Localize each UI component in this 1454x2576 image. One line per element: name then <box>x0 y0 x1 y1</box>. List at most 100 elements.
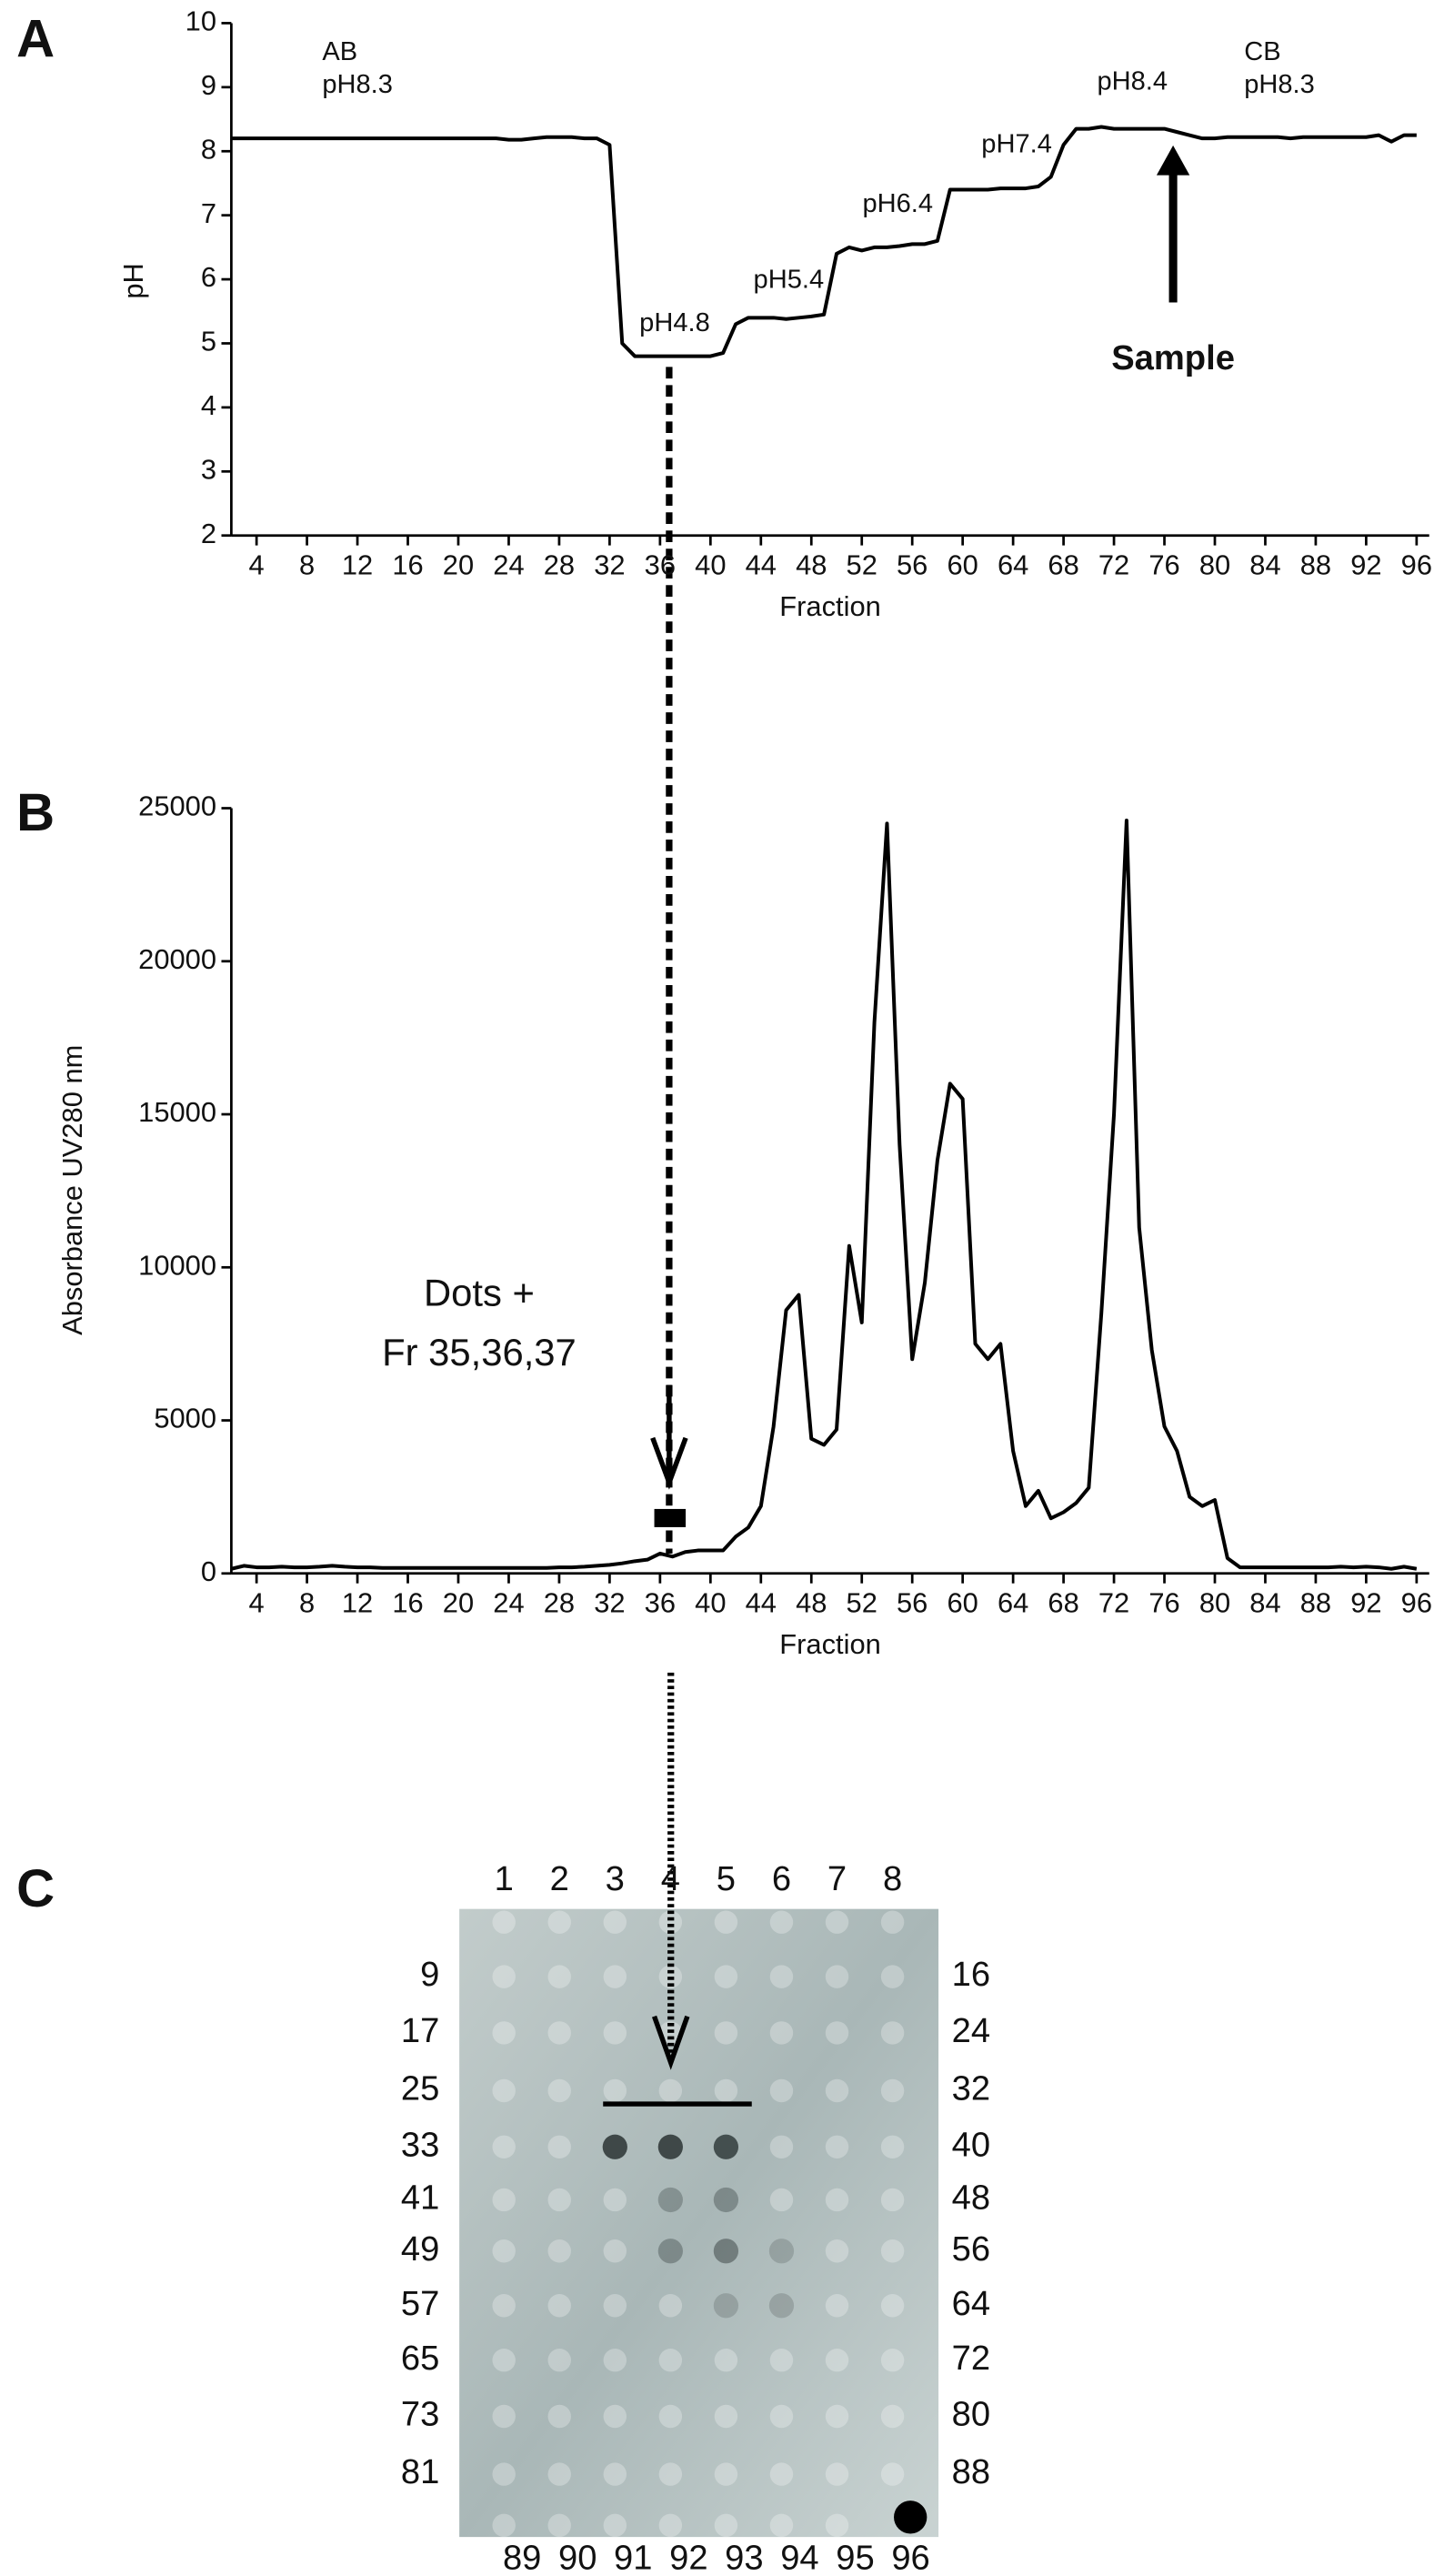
blot-dot <box>769 2513 794 2538</box>
arrow-head <box>650 1436 688 1490</box>
x-tick-label: 96 <box>1401 1586 1432 1618</box>
y-tick-label: 25000 <box>138 790 216 822</box>
blot-dot <box>825 2294 849 2318</box>
fraction-bar <box>654 1508 687 1527</box>
blot-row-label: 32 <box>952 2069 990 2108</box>
blot-row-label: 56 <box>952 2229 990 2269</box>
x-tick-label: 40 <box>695 1586 726 1618</box>
blot-dots <box>492 1910 928 2538</box>
data-line <box>230 818 1418 1571</box>
blot-dot <box>713 2187 739 2213</box>
blot-dot <box>825 2188 849 2212</box>
x-tick-label: 88 <box>1300 548 1331 580</box>
x-tick-label: 12 <box>342 548 373 580</box>
x-tick-label: 12 <box>342 1586 373 1618</box>
blot-dot <box>880 2294 905 2318</box>
x-tick-label: 20 <box>443 1586 474 1618</box>
y-axis-label: pH <box>117 263 149 298</box>
blot-bottom-label: 90 <box>558 2539 597 2576</box>
blot-row-label: 49 <box>401 2229 439 2269</box>
blot-row-label: 80 <box>952 2395 990 2434</box>
blot-dot <box>880 2239 905 2263</box>
x-tick-label: 36 <box>645 1586 676 1618</box>
blot-dot <box>714 1965 738 1988</box>
sample-arrow-head <box>1156 145 1190 176</box>
blot-dot <box>658 2513 683 2538</box>
blot-dot <box>880 2078 905 2103</box>
y-tick-label: 3 <box>201 453 216 485</box>
blot-membrane <box>459 1908 939 2538</box>
blot-dot <box>603 2078 627 2103</box>
annotation: pH8.3 <box>1244 70 1315 99</box>
blot-dot <box>658 1910 683 1934</box>
blot-dot <box>603 2513 627 2538</box>
y-axis-label: Absorbance UV280 nm <box>56 1045 88 1335</box>
blot-row-label: 88 <box>952 2452 990 2491</box>
blot-row-label: 24 <box>952 2011 990 2050</box>
blot-dot <box>825 2239 849 2263</box>
blot-dot <box>492 2348 516 2372</box>
blot-dot <box>657 2239 683 2264</box>
x-tick-label: 84 <box>1249 548 1280 580</box>
blot-dot <box>547 2078 571 2103</box>
blot-dot <box>825 2078 849 2103</box>
x-tick-label: 40 <box>695 548 726 580</box>
x-tick-label: 56 <box>897 548 928 580</box>
annotation: Dots + <box>424 1272 535 1314</box>
x-tick-label: 8 <box>299 548 315 580</box>
y-tick-label: 15000 <box>138 1096 216 1128</box>
blot-dot <box>492 2404 516 2429</box>
blot-dot <box>658 2462 683 2486</box>
blot-dot <box>658 2404 683 2429</box>
x-tick-label: 36 <box>645 548 676 580</box>
blot-dot <box>547 1965 571 1988</box>
blot-bottom-label: 91 <box>614 2539 652 2576</box>
blot-dot <box>492 2078 516 2103</box>
annotation: pH5.4 <box>754 266 825 295</box>
x-axis-label: Fraction <box>779 590 881 622</box>
blot-dot <box>713 2293 739 2319</box>
x-tick-label: 48 <box>796 548 827 580</box>
blot-dot <box>492 2513 516 2538</box>
y-tick-label: 10 <box>186 5 216 37</box>
blot-row-label: 57 <box>401 2284 439 2323</box>
blot-column-label: 5 <box>717 1859 736 1898</box>
x-tick-label: 92 <box>1350 548 1381 580</box>
x-tick-label: 76 <box>1148 1586 1179 1618</box>
blot-dot <box>547 2188 571 2212</box>
y-tick-label: 8 <box>201 133 216 165</box>
x-tick-label: 44 <box>746 548 777 580</box>
blot-dot <box>603 2348 627 2372</box>
blot-row-label: 16 <box>952 1955 990 1994</box>
blot-dot <box>492 2239 516 2263</box>
blot-dot <box>547 2239 571 2263</box>
x-tick-label: 16 <box>392 1586 423 1618</box>
blot-dot <box>768 2239 795 2264</box>
blot-dot <box>769 2135 794 2159</box>
panel-letter: B <box>16 783 55 842</box>
x-tick-label: 28 <box>544 1586 575 1618</box>
blot-dot <box>769 2348 794 2372</box>
blot-dot <box>825 1965 849 1988</box>
blot-dot <box>714 2078 738 2103</box>
blot-bottom-label: 94 <box>780 2539 818 2576</box>
blot-row-label: 73 <box>401 2395 439 2434</box>
blot-column-label: 2 <box>550 1859 569 1898</box>
x-tick-label: 64 <box>998 1586 1028 1618</box>
blot-dot <box>658 2348 683 2372</box>
blot-dot <box>714 1910 738 1934</box>
blot-row-label: 81 <box>401 2452 439 2491</box>
x-tick-label: 72 <box>1098 548 1129 580</box>
annotation: pH8.4 <box>1098 67 1168 96</box>
blot-row-label: 65 <box>401 2339 439 2378</box>
x-tick-label: 76 <box>1148 548 1179 580</box>
blot-dot <box>880 2462 905 2486</box>
blot-dot <box>602 2134 627 2159</box>
x-tick-label: 92 <box>1350 1586 1381 1618</box>
y-tick-label: 5000 <box>154 1403 216 1434</box>
y-tick-label: 2 <box>201 518 216 549</box>
blot-column-label: 3 <box>606 1859 625 1898</box>
blot-dot <box>825 2404 849 2429</box>
blot-dot <box>825 2021 849 2045</box>
blot-dot <box>880 1910 905 1934</box>
